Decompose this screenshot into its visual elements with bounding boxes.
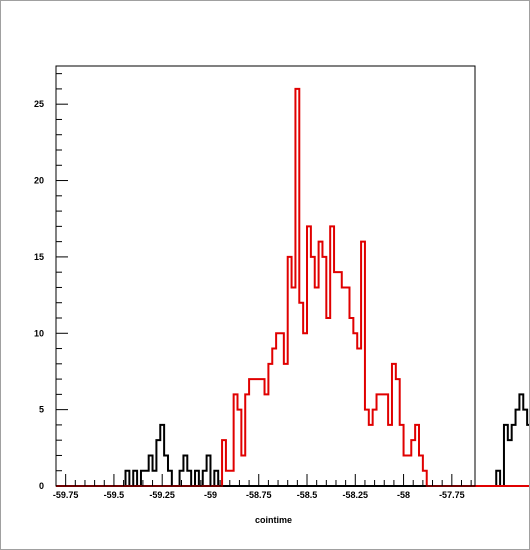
histogram-series-0 <box>56 393 529 487</box>
x-tick-label: -57.75 <box>439 490 465 500</box>
y-tick-label: 25 <box>34 99 44 109</box>
x-tick-label: -58.5 <box>297 490 318 500</box>
histogram-layer <box>56 87 529 487</box>
x-tick-label: -59.75 <box>53 490 79 500</box>
y-tick-label: 10 <box>34 328 44 338</box>
x-tick-label: -59.25 <box>149 490 175 500</box>
histogram-series-1 <box>56 87 529 487</box>
x-axis-title: cointime <box>255 515 292 525</box>
x-tick-label: -58.75 <box>246 490 272 500</box>
axes-layer: -59.75 -59.5 -59.25 -59 -58.75 -58.5 -58.25 -58… <box>34 73 472 500</box>
x-tick-label: -59 <box>204 490 217 500</box>
y-tick-label: 5 <box>39 405 44 415</box>
x-tick-label: -58.25 <box>343 490 369 500</box>
y-tick-label: 15 <box>34 252 44 262</box>
plot-frame <box>55 65 476 487</box>
y-tick-label: 0 <box>39 481 44 491</box>
x-tick-label: -58 <box>397 490 410 500</box>
x-tick-label: -59.5 <box>104 490 125 500</box>
y-tick-label: 20 <box>34 176 44 186</box>
